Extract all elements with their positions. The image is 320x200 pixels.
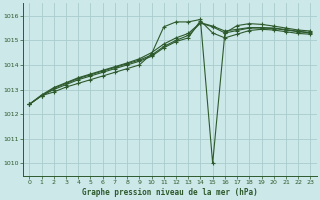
- X-axis label: Graphe pression niveau de la mer (hPa): Graphe pression niveau de la mer (hPa): [82, 188, 258, 197]
